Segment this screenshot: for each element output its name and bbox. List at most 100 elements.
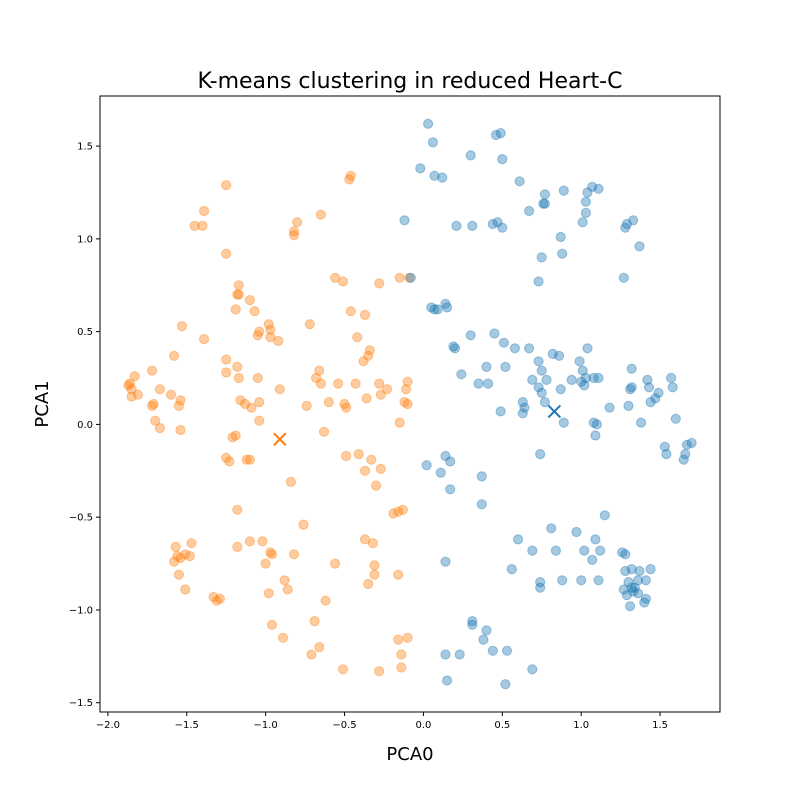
data-point [252, 372, 263, 384]
data-point [498, 337, 509, 348]
data-point [577, 217, 588, 228]
data-point [500, 679, 511, 690]
data-point [277, 632, 289, 643]
data-point [680, 449, 691, 460]
data-point [437, 172, 448, 183]
data-point [527, 374, 538, 385]
data-point [467, 616, 478, 627]
data-point [175, 552, 186, 564]
data-point [588, 417, 599, 428]
data-point [123, 380, 134, 391]
data-point [623, 577, 634, 588]
data-point [208, 591, 219, 603]
data-point [524, 343, 535, 354]
data-point [375, 389, 386, 400]
data-point [230, 304, 241, 315]
data-point [197, 220, 208, 231]
data-point [309, 616, 320, 627]
data-point [670, 413, 681, 424]
data-point [263, 319, 274, 330]
data-point [487, 218, 498, 230]
data-point [147, 400, 158, 411]
data-point [169, 556, 180, 567]
data-point [593, 575, 604, 586]
data-point [186, 538, 197, 549]
data-point [399, 397, 410, 408]
data-point [369, 560, 380, 571]
data-point [345, 306, 356, 317]
data-point [263, 588, 274, 599]
data-point [536, 387, 547, 398]
data-point [129, 371, 140, 382]
x-tick-label: 1.5 [652, 720, 668, 731]
data-point [402, 632, 413, 643]
x-tick-label: −1.0 [254, 720, 278, 731]
data-point [558, 185, 569, 196]
data-point [405, 272, 416, 283]
data-point [224, 456, 235, 467]
data-point [282, 584, 293, 595]
data-point [396, 649, 407, 660]
data-point [394, 272, 405, 283]
data-point [266, 619, 278, 630]
data-point [636, 417, 647, 428]
data-point [339, 398, 350, 410]
data-point [476, 471, 487, 482]
data-point [554, 350, 565, 361]
data-point [640, 593, 652, 604]
data-point [367, 538, 378, 549]
data-point [421, 460, 432, 471]
data-point [492, 217, 503, 228]
data-point [495, 406, 506, 417]
data-point [199, 205, 210, 217]
data-point [173, 400, 184, 411]
data-point [165, 389, 177, 400]
data-point [582, 187, 593, 198]
y-tick-label: −0.5 [69, 513, 93, 524]
data-point [445, 484, 456, 495]
data-point [621, 218, 633, 230]
data-point [124, 378, 136, 389]
data-point [628, 586, 639, 597]
data-point [678, 454, 689, 465]
data-point [232, 361, 243, 372]
data-point [539, 189, 551, 200]
data-point [345, 170, 356, 181]
data-point [440, 649, 451, 660]
data-point [642, 374, 653, 385]
data-point [402, 376, 413, 387]
points-layer [123, 118, 697, 690]
data-point [604, 402, 615, 413]
data-point [481, 625, 492, 636]
data-point [147, 365, 158, 376]
data-point [315, 378, 326, 389]
data-point [150, 415, 161, 426]
data-point [686, 437, 697, 449]
x-tick-label: −2.0 [96, 720, 120, 731]
data-point [244, 454, 255, 465]
y-axis-label: PCA1 [32, 380, 53, 427]
data-point [625, 601, 636, 612]
chart-title: K-means clustering in reduced Heart-C [198, 69, 623, 94]
data-point [490, 129, 502, 141]
data-point [445, 456, 456, 467]
data-point [546, 523, 557, 534]
data-point [566, 374, 577, 385]
data-point [232, 541, 243, 553]
data-point [404, 272, 415, 283]
data-point [571, 526, 582, 538]
data-point [500, 361, 511, 372]
data-point [241, 454, 252, 465]
data-point [593, 372, 604, 384]
data-point [399, 215, 410, 226]
data-point [487, 645, 498, 656]
data-point [221, 367, 232, 378]
data-point [292, 217, 303, 228]
data-point [659, 441, 670, 452]
data-point [344, 174, 355, 185]
data-point [448, 341, 459, 352]
data-point [265, 332, 276, 343]
data-point [541, 374, 552, 385]
data-point [180, 584, 191, 595]
x-axis-ticks: −2.0 −1.5 −1.0 −0.5 0.0 0.5 1.0 1.5 [96, 712, 668, 731]
